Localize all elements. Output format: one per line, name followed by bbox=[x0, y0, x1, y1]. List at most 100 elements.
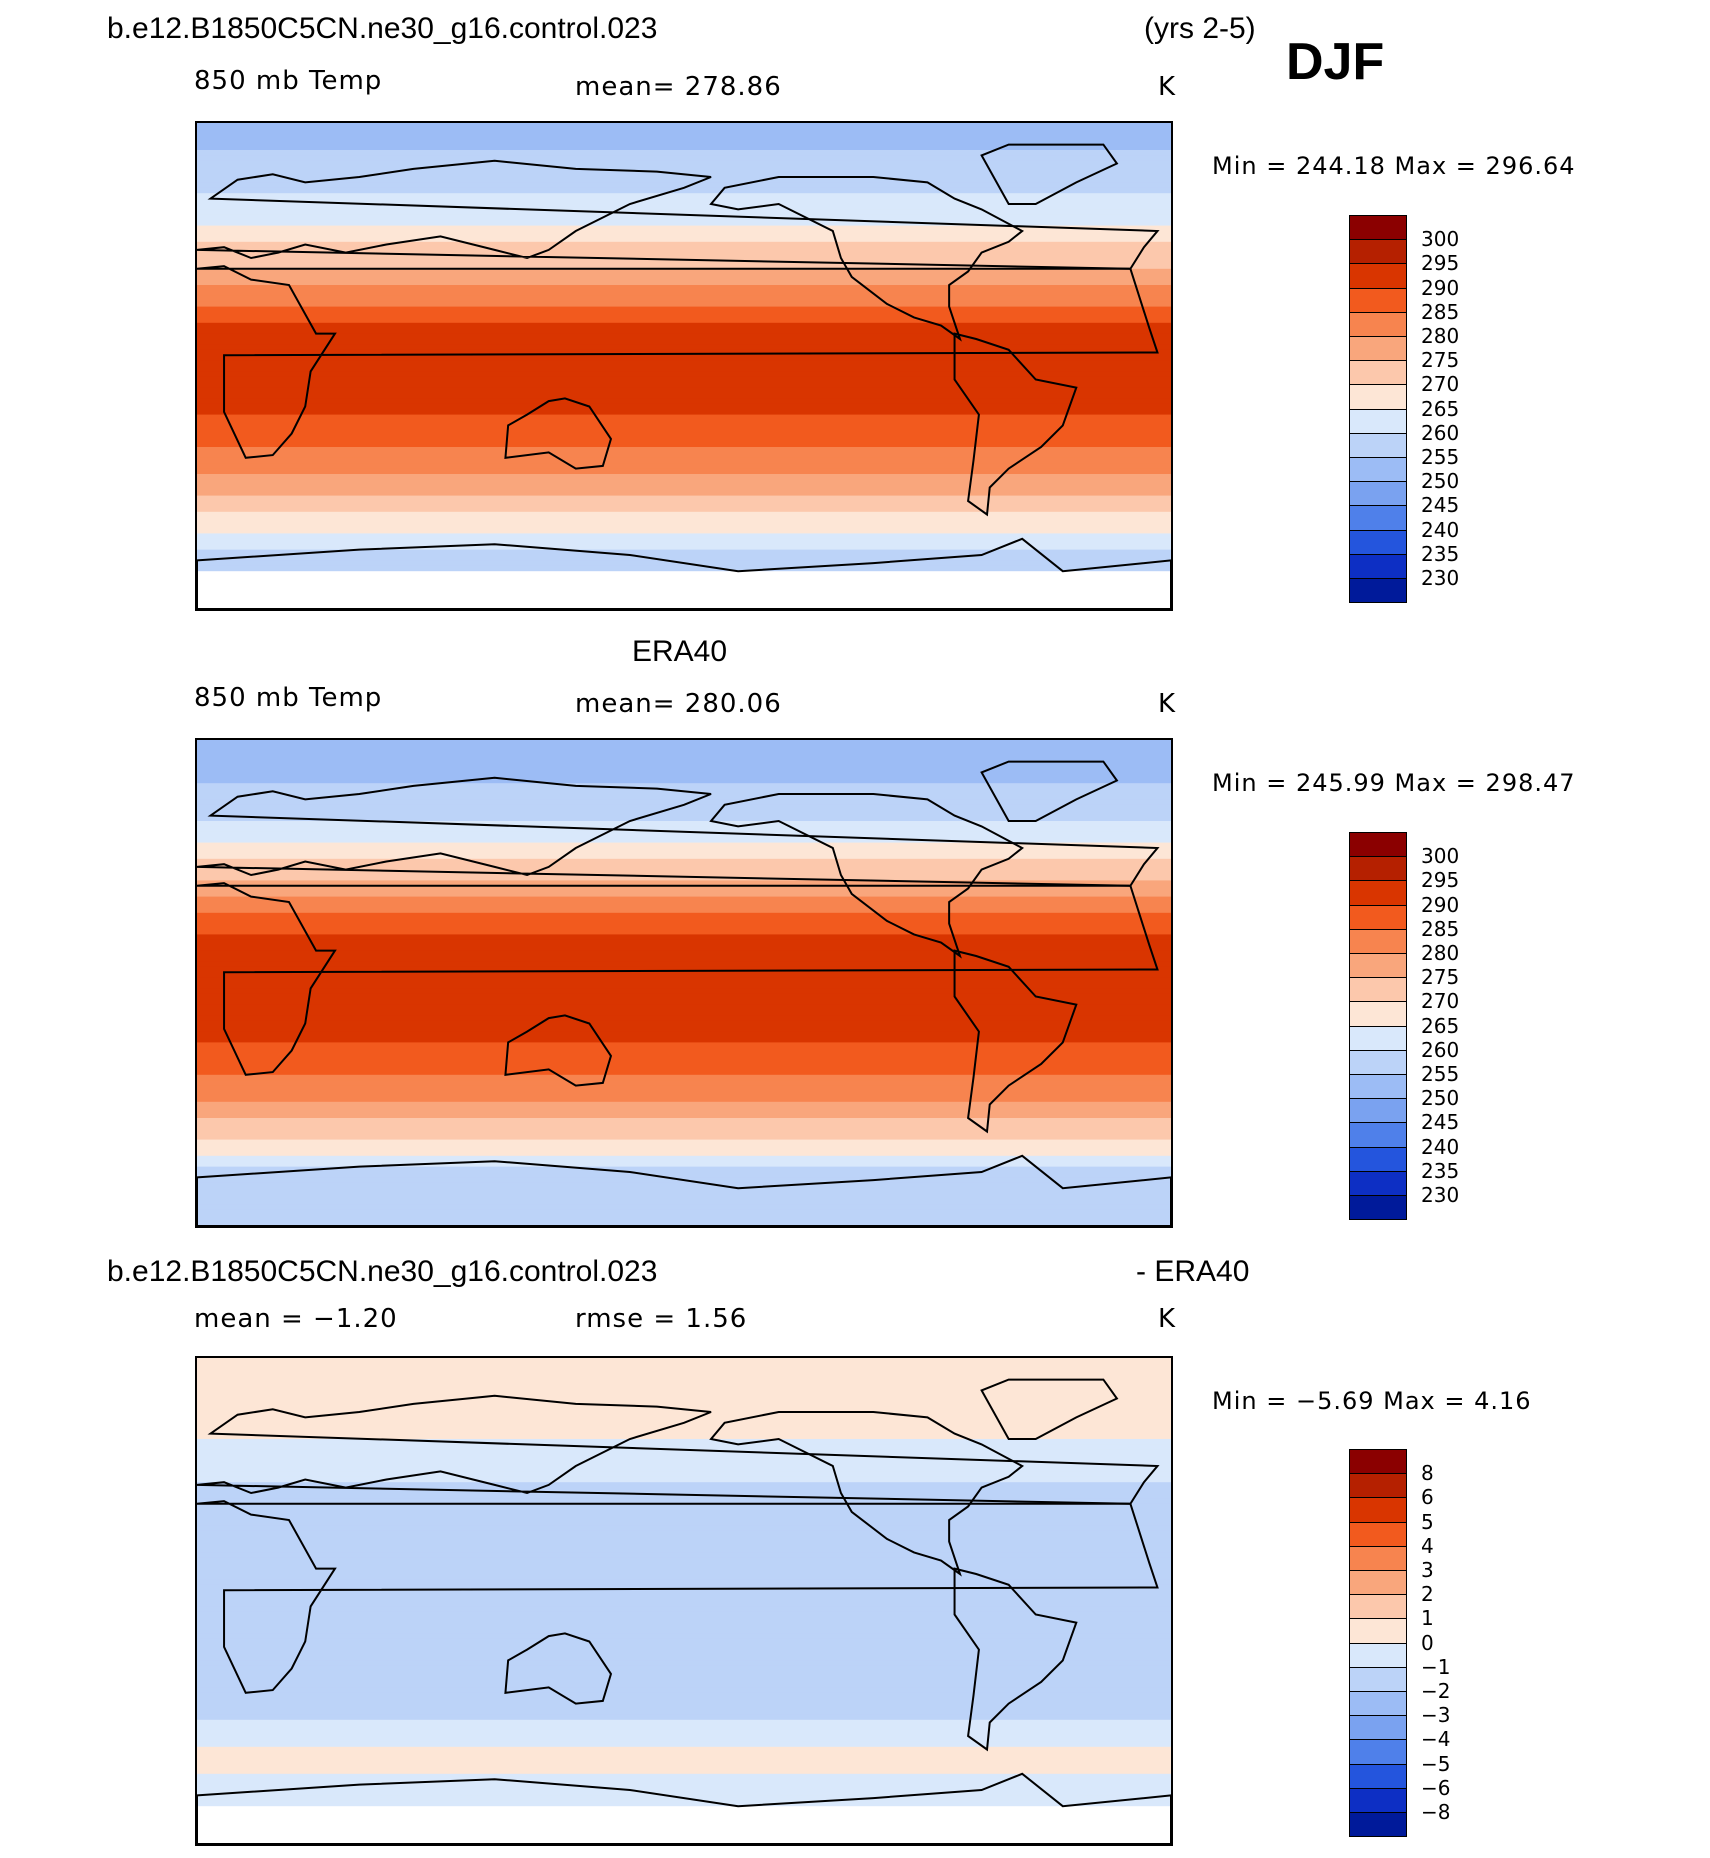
contour-band bbox=[197, 565, 1171, 572]
contour-bands bbox=[197, 123, 1171, 609]
colorbar-tick-label: 300 bbox=[1421, 227, 1460, 252]
contour-band bbox=[197, 1638, 1171, 1645]
contour-band bbox=[197, 1374, 1171, 1381]
colorbar-swatch bbox=[1349, 384, 1407, 410]
contour-band bbox=[197, 1790, 1171, 1796]
contour-band bbox=[197, 880, 1171, 887]
contour-band bbox=[197, 1509, 1171, 1516]
contour-band bbox=[197, 745, 1171, 752]
contour-band bbox=[197, 1444, 1171, 1451]
contour-band bbox=[197, 1080, 1171, 1087]
contour-band bbox=[197, 225, 1171, 232]
coastline bbox=[197, 537, 1171, 609]
years-label: (yrs 2-5) bbox=[1144, 12, 1256, 45]
panel1-map bbox=[195, 121, 1173, 611]
coastline bbox=[504, 1014, 613, 1087]
panel1-mean: mean= 278.86 bbox=[575, 72, 782, 102]
contour-band bbox=[197, 155, 1171, 162]
colorbar-tick-label: 285 bbox=[1421, 299, 1460, 324]
colorbar-swatch bbox=[1349, 360, 1407, 386]
colorbar-swatch bbox=[1349, 1787, 1407, 1813]
missing-data-region bbox=[197, 1806, 1171, 1844]
panel3-title-right: - ERA40 bbox=[1136, 1255, 1250, 1288]
contour-band bbox=[197, 950, 1171, 957]
colorbar-tick-label: −2 bbox=[1421, 1679, 1451, 1703]
contour-band bbox=[197, 1493, 1171, 1499]
contour-band bbox=[197, 1784, 1171, 1791]
coastline bbox=[197, 1500, 1159, 1694]
contour-band bbox=[197, 1692, 1171, 1699]
contour-band bbox=[197, 1166, 1171, 1173]
contour-band bbox=[197, 285, 1171, 291]
contour-band bbox=[197, 1649, 1171, 1656]
contour-band bbox=[197, 366, 1171, 372]
colorbar-tick-label: 1 bbox=[1421, 1606, 1434, 1631]
colorbar-tick-label: 255 bbox=[1421, 1062, 1460, 1086]
contour-band bbox=[197, 1428, 1171, 1435]
coastline bbox=[197, 1772, 1171, 1844]
contour-band bbox=[197, 214, 1171, 221]
colorbar-swatch bbox=[1349, 1122, 1407, 1148]
colorbar-swatch bbox=[1349, 953, 1407, 979]
colorbar-swatch bbox=[1349, 1195, 1407, 1221]
panel2-mean: mean= 280.06 bbox=[575, 689, 782, 719]
contour-band bbox=[197, 538, 1171, 545]
colorbar-swatch bbox=[1349, 904, 1407, 930]
contour-band bbox=[197, 517, 1171, 524]
contour-band bbox=[197, 810, 1171, 817]
panel3-colorbar: 8 6 5 4 3 2 1 0 −1 −2 −3 −4 −5 −6 −8 bbox=[1349, 1449, 1450, 1838]
coastline bbox=[197, 882, 1159, 1076]
contour-band bbox=[197, 799, 1171, 806]
contour-band bbox=[197, 441, 1171, 448]
contour-band bbox=[197, 939, 1171, 946]
panel1-minmax: Min = 244.18 Max = 296.64 bbox=[1212, 152, 1576, 180]
colorbar-tick-label: 250 bbox=[1421, 1086, 1460, 1111]
contour-band bbox=[197, 312, 1171, 318]
contour-band bbox=[197, 1687, 1171, 1694]
contour-band bbox=[197, 193, 1171, 200]
colorbar-swatch bbox=[1349, 1146, 1407, 1172]
contour-band bbox=[197, 1601, 1171, 1607]
contour-band bbox=[197, 463, 1171, 470]
panel2-minmax: Min = 245.99 Max = 298.47 bbox=[1212, 769, 1576, 797]
panel2-title: ERA40 bbox=[632, 635, 728, 668]
coastline bbox=[197, 159, 1160, 270]
contour-band bbox=[197, 1471, 1171, 1478]
contour-band bbox=[197, 144, 1171, 151]
contour-band bbox=[197, 387, 1171, 394]
contour-band bbox=[197, 376, 1171, 383]
colorbar-swatch bbox=[1349, 977, 1407, 1003]
colorbar-swatch bbox=[1349, 856, 1407, 882]
contour-band bbox=[197, 896, 1171, 903]
contour-band bbox=[197, 756, 1171, 763]
contour-band bbox=[197, 1422, 1171, 1429]
contour-band bbox=[197, 1665, 1171, 1672]
colorbar-swatch bbox=[1349, 1570, 1407, 1596]
contour-band bbox=[197, 425, 1171, 432]
colorbar-swatch bbox=[1349, 553, 1407, 579]
colorbar-tick-label: 5 bbox=[1421, 1509, 1434, 1534]
contour-band bbox=[197, 533, 1171, 540]
contour-band bbox=[197, 209, 1171, 216]
colorbar-swatch bbox=[1349, 1618, 1407, 1644]
contour-bands bbox=[197, 1358, 1171, 1844]
contour-band bbox=[197, 1746, 1171, 1753]
contour-band bbox=[197, 777, 1171, 784]
contour-band bbox=[197, 220, 1171, 227]
contour-band bbox=[197, 1112, 1171, 1119]
contour-band bbox=[197, 1155, 1171, 1162]
contour-band bbox=[197, 1736, 1171, 1742]
contour-band bbox=[197, 923, 1171, 930]
coastline bbox=[197, 776, 1160, 887]
contour-band bbox=[197, 1557, 1171, 1564]
colorbar-swatch bbox=[1349, 481, 1407, 507]
contour-band bbox=[197, 1085, 1171, 1092]
contour-band bbox=[197, 1682, 1171, 1688]
contour-band bbox=[197, 1064, 1171, 1070]
contour-band bbox=[197, 420, 1171, 426]
contour-band bbox=[197, 393, 1171, 399]
contour-band bbox=[197, 166, 1171, 173]
contour-band bbox=[197, 1037, 1171, 1043]
colorbar-swatch bbox=[1349, 505, 1407, 531]
coastline bbox=[709, 1411, 1025, 1577]
